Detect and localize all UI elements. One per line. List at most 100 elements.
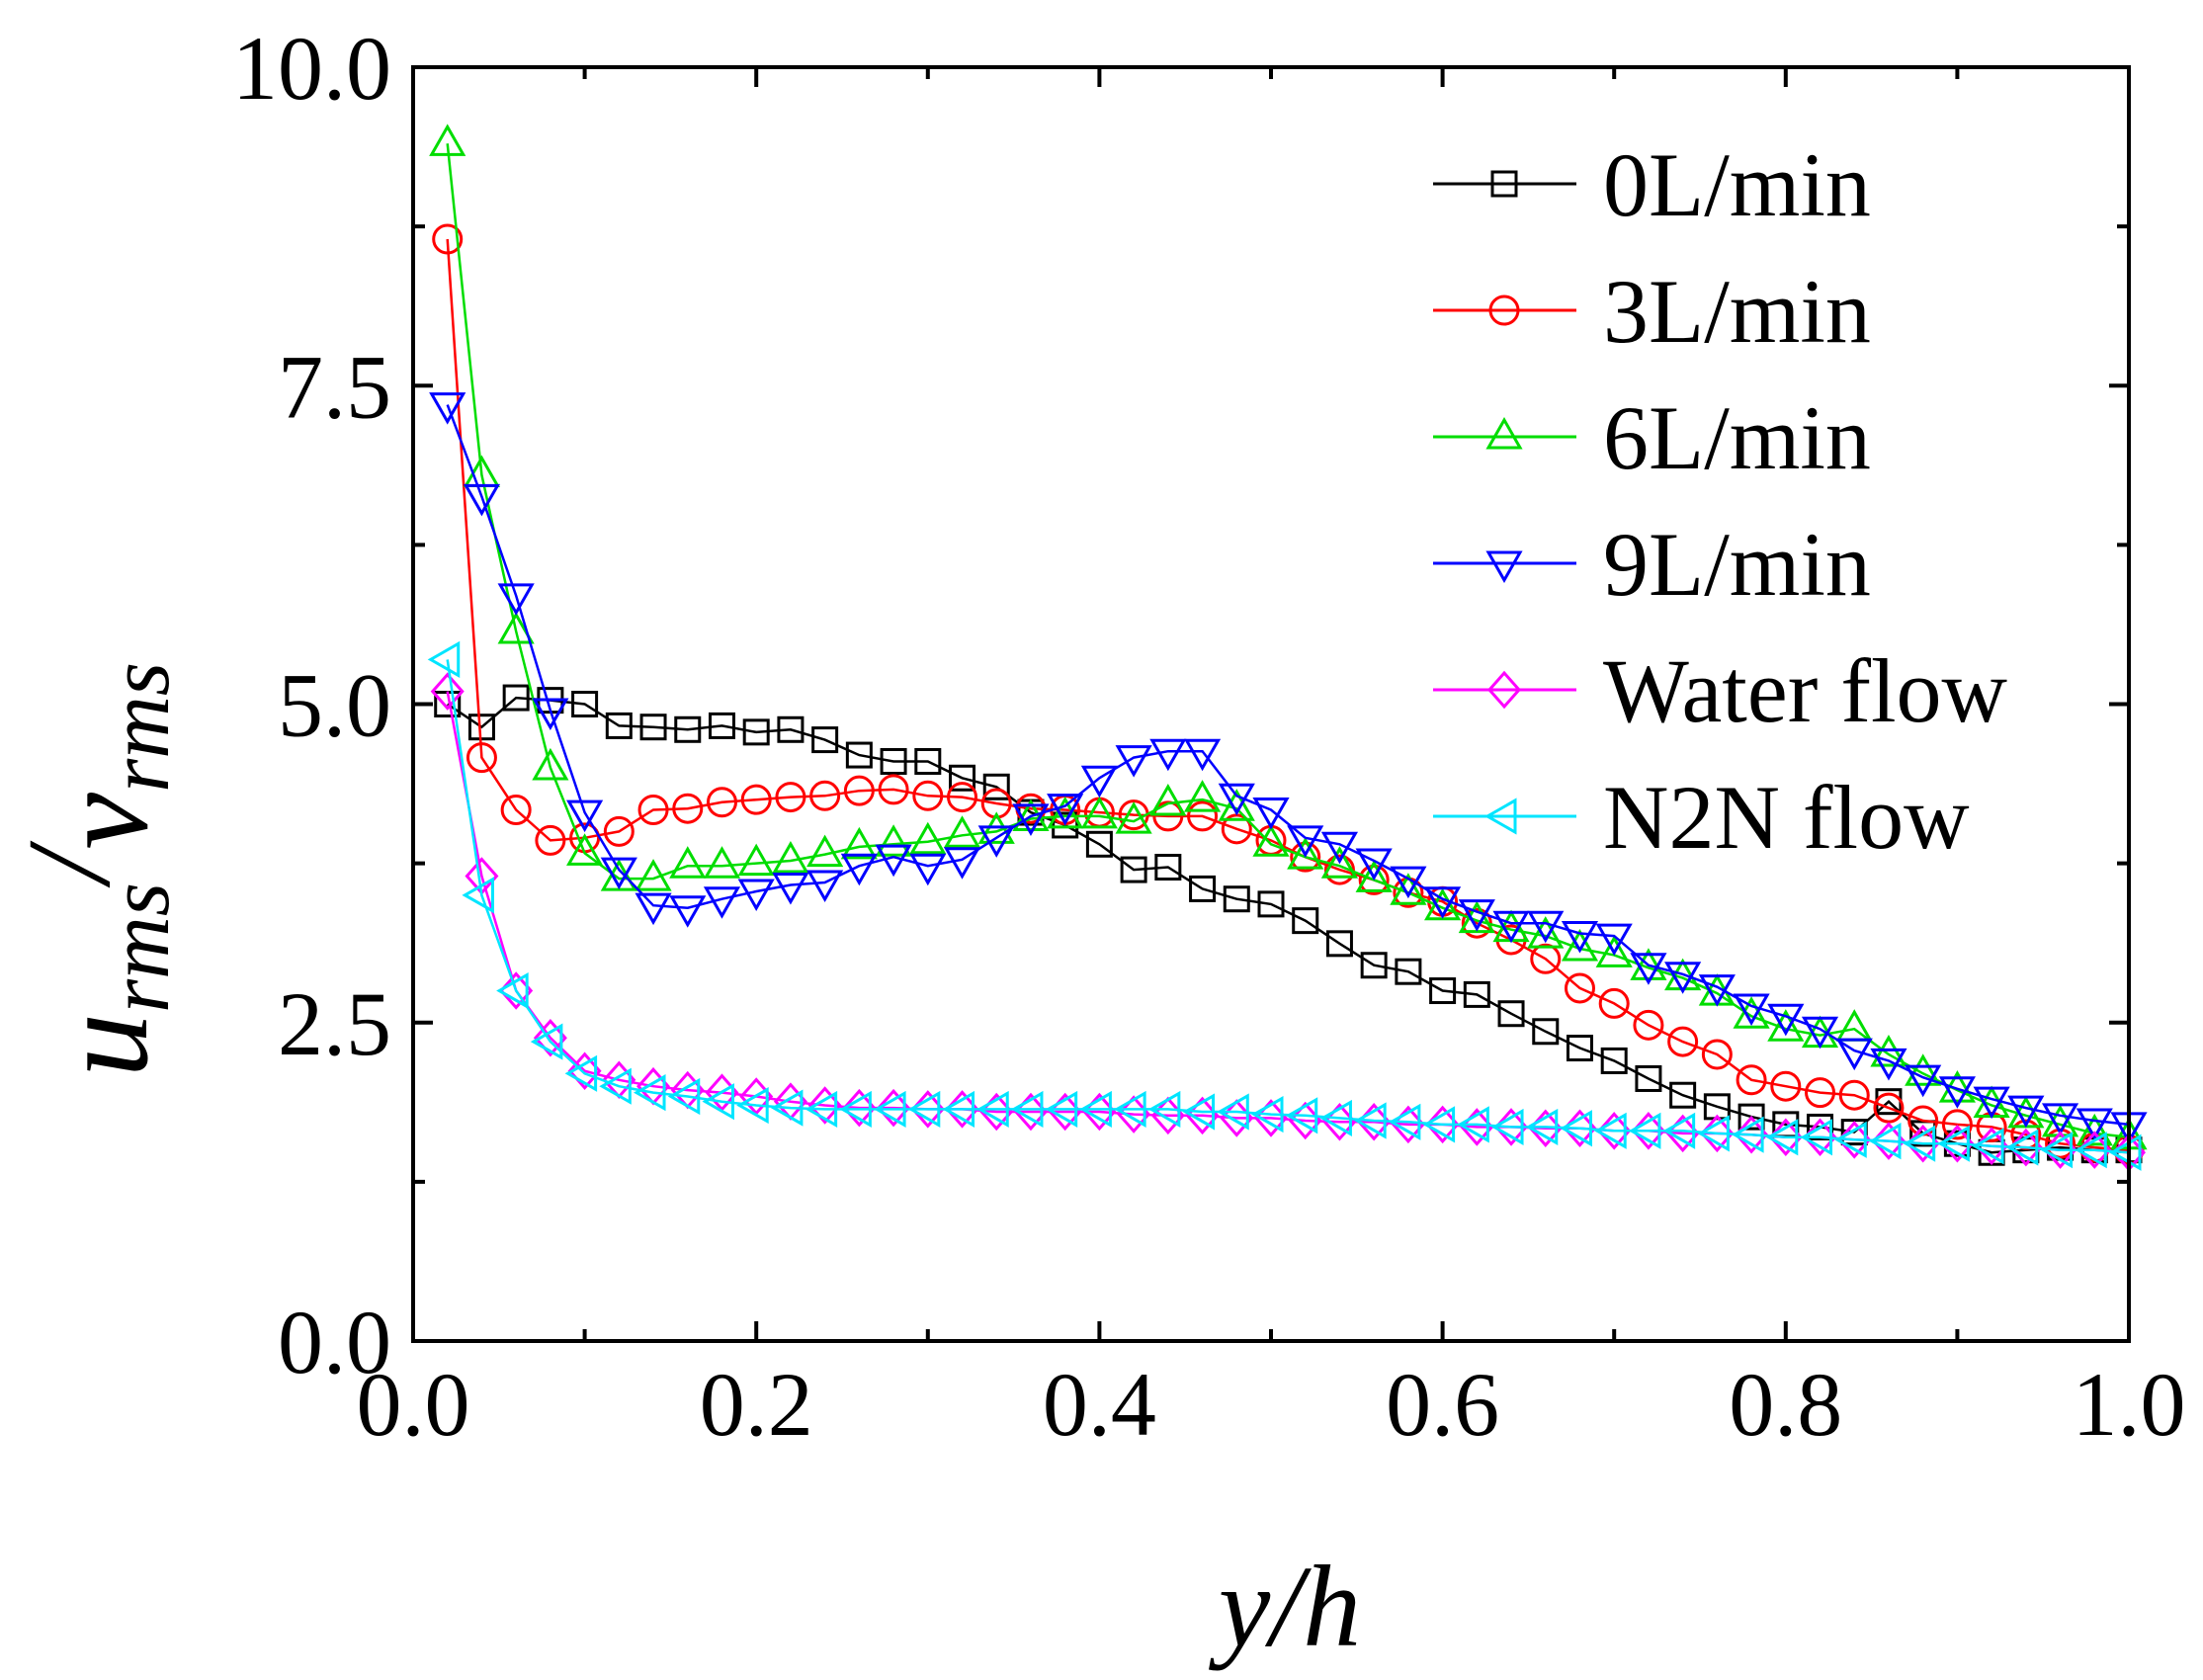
data-point <box>909 853 947 886</box>
data-point <box>1870 1034 1907 1067</box>
data-point <box>1733 993 1770 1027</box>
data-point <box>1873 1092 1905 1124</box>
series-9l-min <box>429 392 2148 1144</box>
data-point <box>1941 1109 1973 1140</box>
data-point <box>875 824 912 857</box>
data-point <box>1566 1035 1593 1062</box>
data-point <box>603 815 635 847</box>
data-point <box>639 714 667 741</box>
legend-entry: 6L/min <box>1433 387 1871 488</box>
data-point <box>1600 1047 1628 1074</box>
data-point <box>1662 1112 1696 1149</box>
y-tick-label: 5.0 <box>278 655 391 756</box>
series-n2n-flow <box>427 640 2142 1171</box>
data-point <box>462 877 494 914</box>
data-point <box>1497 1000 1525 1028</box>
data-point <box>1320 831 1359 865</box>
data-point <box>1250 1095 1284 1134</box>
data-point <box>1422 1106 1456 1143</box>
data-point <box>809 780 841 811</box>
data-point <box>1115 745 1152 778</box>
data-point <box>1937 1125 1970 1162</box>
data-point <box>1633 1009 1664 1041</box>
data-point <box>1355 860 1393 892</box>
data-point <box>1834 1121 1867 1158</box>
data-point <box>2005 1129 2039 1166</box>
data-point <box>1525 1108 1559 1146</box>
data-point <box>907 1090 941 1128</box>
data-point <box>1390 866 1427 899</box>
data-point <box>1463 980 1490 1008</box>
legend-marker <box>1488 294 1520 326</box>
x-tick-label: 0.0 <box>357 1354 470 1455</box>
data-point <box>1598 987 1630 1019</box>
data-point <box>1388 1103 1421 1140</box>
legend: 0L/min 3L/min 6L/min 9L/min Water flow N2N fl… <box>1433 134 2008 868</box>
data-point <box>1187 800 1219 832</box>
data-point <box>742 718 770 746</box>
data-point <box>1252 824 1290 857</box>
data-point <box>1492 910 1530 944</box>
data-point <box>1564 972 1595 1004</box>
legend-marker <box>1483 798 1517 835</box>
data-point <box>775 782 806 813</box>
data-point <box>1457 1106 1489 1143</box>
y-tick-label: 0.0 <box>278 1292 391 1392</box>
data-point <box>1052 811 1079 839</box>
data-point <box>2040 1132 2074 1169</box>
data-point <box>806 834 844 868</box>
data-point <box>737 843 775 877</box>
legend-label: 6L/min <box>1603 387 1871 488</box>
data-point <box>599 1067 632 1105</box>
data-point <box>1736 1064 1767 1096</box>
y-title-v: v <box>33 793 175 850</box>
data-point <box>942 1090 975 1128</box>
x-tick-label: 0.8 <box>1729 1354 1842 1455</box>
legend-entry: 3L/min <box>1433 261 1871 362</box>
data-point <box>1217 1093 1249 1131</box>
y-title-v-sub: rms <box>92 662 188 793</box>
data-point <box>772 841 809 874</box>
data-point <box>634 1074 666 1112</box>
data-point <box>497 612 535 644</box>
data-point <box>1047 794 1084 826</box>
data-point <box>1767 1003 1805 1037</box>
series-line <box>446 404 2130 1127</box>
svg-text:urms/vrms: urms/vrms <box>3 662 188 1077</box>
x-tick-label: 0.4 <box>1043 1354 1156 1455</box>
data-point <box>1630 948 1667 980</box>
data-point <box>1527 916 1565 949</box>
data-point <box>1115 801 1152 834</box>
data-point <box>878 774 909 805</box>
data-point <box>1801 1016 1839 1050</box>
legend-marker <box>1485 550 1523 584</box>
legend-marker <box>1485 416 1523 450</box>
data-point <box>1973 1086 2010 1120</box>
data-point <box>1594 1112 1627 1149</box>
data-point <box>1972 1128 2004 1165</box>
data-point <box>1080 765 1118 798</box>
series-line <box>446 143 2130 1139</box>
data-point <box>839 1090 872 1128</box>
data-point <box>1147 1090 1181 1128</box>
data-point <box>806 870 844 902</box>
data-point <box>1223 885 1250 913</box>
axis-layer: 0.0 0.2 0.4 0.6 0.8 1.0 0.0 2.5 5.0 7.5 10.0 <box>232 18 2186 1455</box>
data-point <box>1532 1018 1560 1046</box>
data-point <box>1701 1039 1733 1070</box>
data-point <box>1085 830 1113 858</box>
data-point <box>1868 1123 1902 1160</box>
data-point <box>912 780 944 811</box>
data-point <box>1595 935 1633 967</box>
data-point <box>1183 780 1222 812</box>
data-point <box>669 895 707 928</box>
y-tick-label: 7.5 <box>278 336 391 437</box>
data-point <box>1012 798 1050 832</box>
data-point <box>1154 853 1182 881</box>
data-point <box>1770 1070 1802 1102</box>
data-point <box>1287 825 1324 858</box>
x-tick-label: 1.0 <box>2073 1354 2186 1455</box>
data-point <box>1079 1090 1112 1128</box>
y-tick-label: 10.0 <box>232 18 391 119</box>
